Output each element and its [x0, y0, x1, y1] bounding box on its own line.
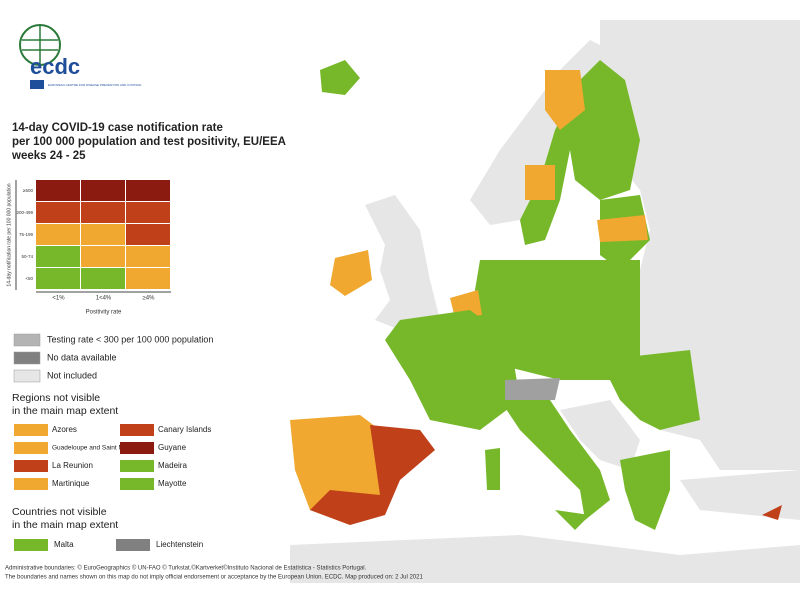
country-label: Liechtenstein [156, 540, 203, 549]
romania-bulgaria [600, 350, 700, 430]
footer-line: Administrative boundaries: © EuroGeograp… [5, 565, 367, 572]
legend-label: Not included [47, 370, 97, 380]
region-swatch [120, 424, 154, 436]
title-line: weeks 24 - 25 [11, 150, 86, 162]
row-label: 200-499 [16, 210, 33, 215]
region-label: Martinique [52, 479, 90, 488]
matrix-cell [81, 224, 125, 245]
netherlands [450, 290, 482, 318]
matrix-cell [126, 246, 170, 267]
row-label: 50-74 [21, 254, 33, 259]
logo-name: ecdc [30, 54, 80, 79]
title-line: per 100 000 population and test positivi… [12, 136, 286, 148]
greece [620, 450, 670, 530]
footer-line: The boundaries and names shown on this m… [5, 575, 423, 581]
row-label: ≥500 [23, 188, 33, 193]
column-label: ≥4% [143, 296, 156, 302]
region-label: Guadeloupe and Saint Martin [52, 445, 137, 452]
row-label: 75-199 [19, 232, 34, 237]
matrix-cell [126, 202, 170, 223]
sicily [555, 510, 590, 530]
balkans [560, 400, 640, 470]
region-label: Guyane [158, 443, 187, 452]
turkey [680, 470, 800, 520]
row-label: <50 [25, 276, 33, 281]
legend: Testing rate < 300 per 100 000 populatio… [12, 333, 213, 551]
sardinia [485, 448, 500, 490]
region-swatch [14, 424, 48, 436]
legend-swatch [13, 333, 41, 347]
title: 14-day COVID-19 case notification rate pe… [11, 122, 286, 162]
matrix-cell [81, 180, 125, 201]
column-label: <1% [52, 296, 65, 302]
logo-subtitle: EUROPEAN CENTRE FOR DISEASE PREVENTION A… [48, 83, 142, 87]
matrix-cell [81, 268, 125, 289]
north-africa [290, 535, 800, 583]
country-swatch [116, 539, 150, 551]
region-label: Mayotte [158, 479, 187, 488]
matrix-cell [81, 246, 125, 267]
region-swatch [120, 442, 154, 454]
region-swatch [120, 460, 154, 472]
section-heading: Countries not visible [12, 506, 107, 518]
region-orange [525, 165, 555, 200]
matrix-cell [126, 224, 170, 245]
uk [365, 195, 440, 330]
matrix-cell [126, 268, 170, 289]
country-label: Malta [54, 540, 74, 549]
region-label: La Reunion [52, 461, 93, 470]
section-heading: in the main map extent [12, 405, 118, 417]
cyprus [762, 505, 782, 520]
region-orange [545, 70, 585, 130]
legend-swatch [13, 351, 41, 365]
matrix-cell [36, 246, 80, 267]
region-label: Azores [52, 425, 77, 434]
matrix: ≥500 200-499 75-199 50-74 <50 <1% 1<4% ≥4% Posit… [6, 180, 171, 316]
section-heading: in the main map extent [12, 519, 118, 531]
no-data-area [505, 378, 560, 400]
region-swatch [14, 478, 48, 490]
region-swatch [120, 478, 154, 490]
footer: Administrative boundaries: © EuroGeograp… [5, 565, 423, 581]
x-axis-label: Positivity rate [86, 310, 122, 316]
section-heading: Regions not visible [12, 392, 100, 404]
matrix-cell [36, 180, 80, 201]
y-axis-label: 14-day notification rate per 100 000 pop… [6, 183, 12, 286]
iceland [320, 60, 360, 95]
legend-label: No data available [47, 352, 117, 362]
country-swatch [14, 539, 48, 551]
italy [500, 400, 610, 520]
logo-grid [22, 25, 58, 65]
column-label: 1<4% [96, 296, 112, 302]
matrix-cell [126, 180, 170, 201]
legend-swatch [13, 369, 41, 383]
ireland [330, 250, 372, 296]
spain-east [310, 425, 435, 525]
matrix-cell [81, 202, 125, 223]
matrix-cell [36, 202, 80, 223]
latvia [597, 215, 648, 242]
france [385, 310, 520, 430]
matrix-cell [36, 268, 80, 289]
legend-label: Testing rate < 300 per 100 000 populatio… [47, 334, 213, 344]
eu-flag [30, 80, 44, 89]
map [280, 18, 800, 583]
region-label: Canary Islands [158, 425, 211, 434]
logo: ecdc EUROPEAN CENTRE FOR DISEASE PREVENT… [19, 24, 142, 89]
region-swatch [14, 460, 48, 472]
region-swatch [14, 442, 48, 454]
title-line: 14-day COVID-19 case notification rate [12, 122, 223, 134]
matrix-cell [36, 224, 80, 245]
central-europe [470, 260, 640, 380]
region-label: Madeira [158, 461, 187, 470]
